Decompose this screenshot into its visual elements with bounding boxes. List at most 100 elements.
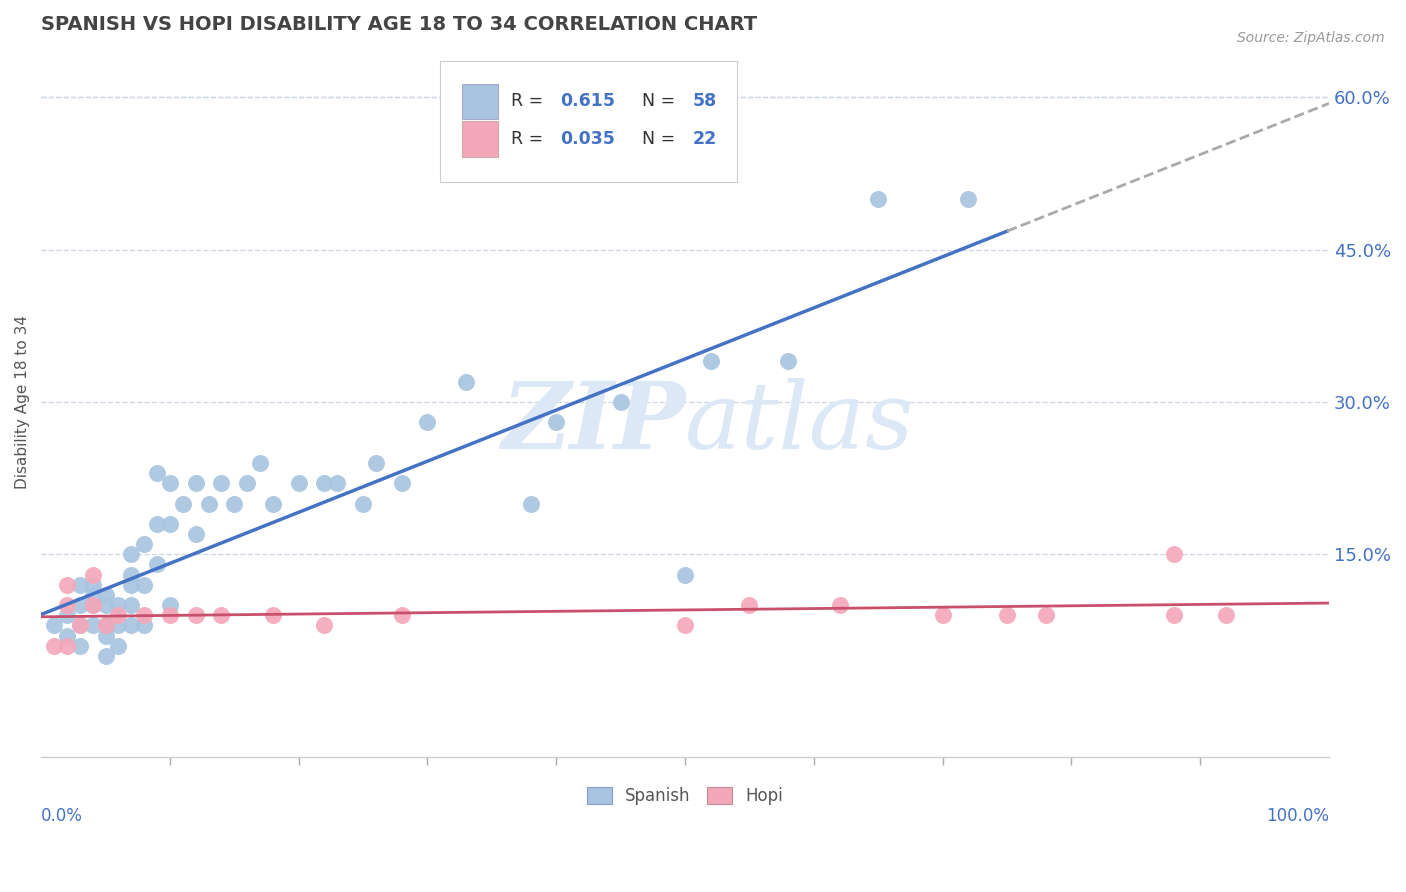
Point — [94, 618, 117, 632]
Point — [69, 598, 91, 612]
Text: ZIP: ZIP — [501, 378, 685, 468]
Point — [146, 466, 169, 480]
Point — [456, 375, 478, 389]
Point — [1215, 608, 1237, 623]
Point — [364, 456, 387, 470]
Bar — [463, 84, 498, 120]
Text: 100.0%: 100.0% — [1265, 807, 1329, 825]
Point — [673, 618, 696, 632]
Point — [134, 618, 156, 632]
Point — [262, 608, 284, 623]
Text: R =: R = — [512, 130, 548, 148]
FancyBboxPatch shape — [440, 61, 737, 182]
Point — [134, 608, 156, 623]
Text: 0.0%: 0.0% — [41, 807, 83, 825]
Point — [82, 598, 104, 612]
Point — [326, 476, 349, 491]
Point — [69, 639, 91, 653]
Point — [738, 598, 761, 612]
Point — [94, 588, 117, 602]
Point — [828, 598, 851, 612]
Point — [352, 497, 374, 511]
Point — [56, 629, 79, 643]
Point — [995, 608, 1018, 623]
Bar — [463, 121, 498, 157]
Point — [197, 497, 219, 511]
Point — [209, 476, 232, 491]
Text: 0.615: 0.615 — [560, 93, 616, 111]
Text: 22: 22 — [693, 130, 717, 148]
Point — [314, 476, 336, 491]
Point — [314, 618, 336, 632]
Point — [519, 497, 541, 511]
Point — [1035, 608, 1057, 623]
Point — [931, 608, 953, 623]
Point — [42, 639, 65, 653]
Point — [868, 192, 890, 206]
Point — [82, 598, 104, 612]
Point — [159, 598, 181, 612]
Text: SPANISH VS HOPI DISABILITY AGE 18 TO 34 CORRELATION CHART: SPANISH VS HOPI DISABILITY AGE 18 TO 34 … — [41, 15, 758, 34]
Point — [224, 497, 246, 511]
Point — [69, 618, 91, 632]
Point — [82, 567, 104, 582]
Point — [82, 578, 104, 592]
Point — [609, 395, 631, 409]
Point — [700, 354, 723, 368]
Point — [184, 476, 207, 491]
Point — [1163, 547, 1185, 561]
Point — [287, 476, 309, 491]
Text: 58: 58 — [693, 93, 717, 111]
Point — [172, 497, 194, 511]
Point — [249, 456, 271, 470]
Point — [957, 192, 980, 206]
Point — [94, 618, 117, 632]
Point — [262, 497, 284, 511]
Point — [82, 588, 104, 602]
Point — [184, 527, 207, 541]
Y-axis label: Disability Age 18 to 34: Disability Age 18 to 34 — [15, 315, 30, 489]
Point — [56, 639, 79, 653]
Point — [94, 598, 117, 612]
Point — [184, 608, 207, 623]
Point — [107, 639, 129, 653]
Text: N =: N = — [631, 93, 681, 111]
Point — [236, 476, 259, 491]
Point — [120, 567, 142, 582]
Point — [42, 618, 65, 632]
Point — [120, 547, 142, 561]
Point — [69, 578, 91, 592]
Point — [1163, 608, 1185, 623]
Point — [209, 608, 232, 623]
Point — [94, 648, 117, 663]
Point — [120, 618, 142, 632]
Text: R =: R = — [512, 93, 548, 111]
Point — [159, 476, 181, 491]
Point — [120, 598, 142, 612]
Text: 0.035: 0.035 — [560, 130, 614, 148]
Point — [159, 516, 181, 531]
Point — [120, 578, 142, 592]
Point — [546, 415, 568, 429]
Point — [159, 608, 181, 623]
Point — [673, 567, 696, 582]
Legend: Spanish, Hopi: Spanish, Hopi — [578, 778, 792, 813]
Point — [56, 608, 79, 623]
Point — [56, 578, 79, 592]
Point — [391, 476, 413, 491]
Point — [134, 578, 156, 592]
Point — [778, 354, 800, 368]
Text: Source: ZipAtlas.com: Source: ZipAtlas.com — [1237, 31, 1385, 45]
Point — [146, 516, 169, 531]
Point — [391, 608, 413, 623]
Point — [416, 415, 439, 429]
Point — [107, 598, 129, 612]
Point — [82, 618, 104, 632]
Text: atlas: atlas — [685, 378, 914, 468]
Point — [146, 558, 169, 572]
Text: N =: N = — [631, 130, 681, 148]
Point — [107, 618, 129, 632]
Point — [107, 608, 129, 623]
Point — [56, 598, 79, 612]
Point — [94, 629, 117, 643]
